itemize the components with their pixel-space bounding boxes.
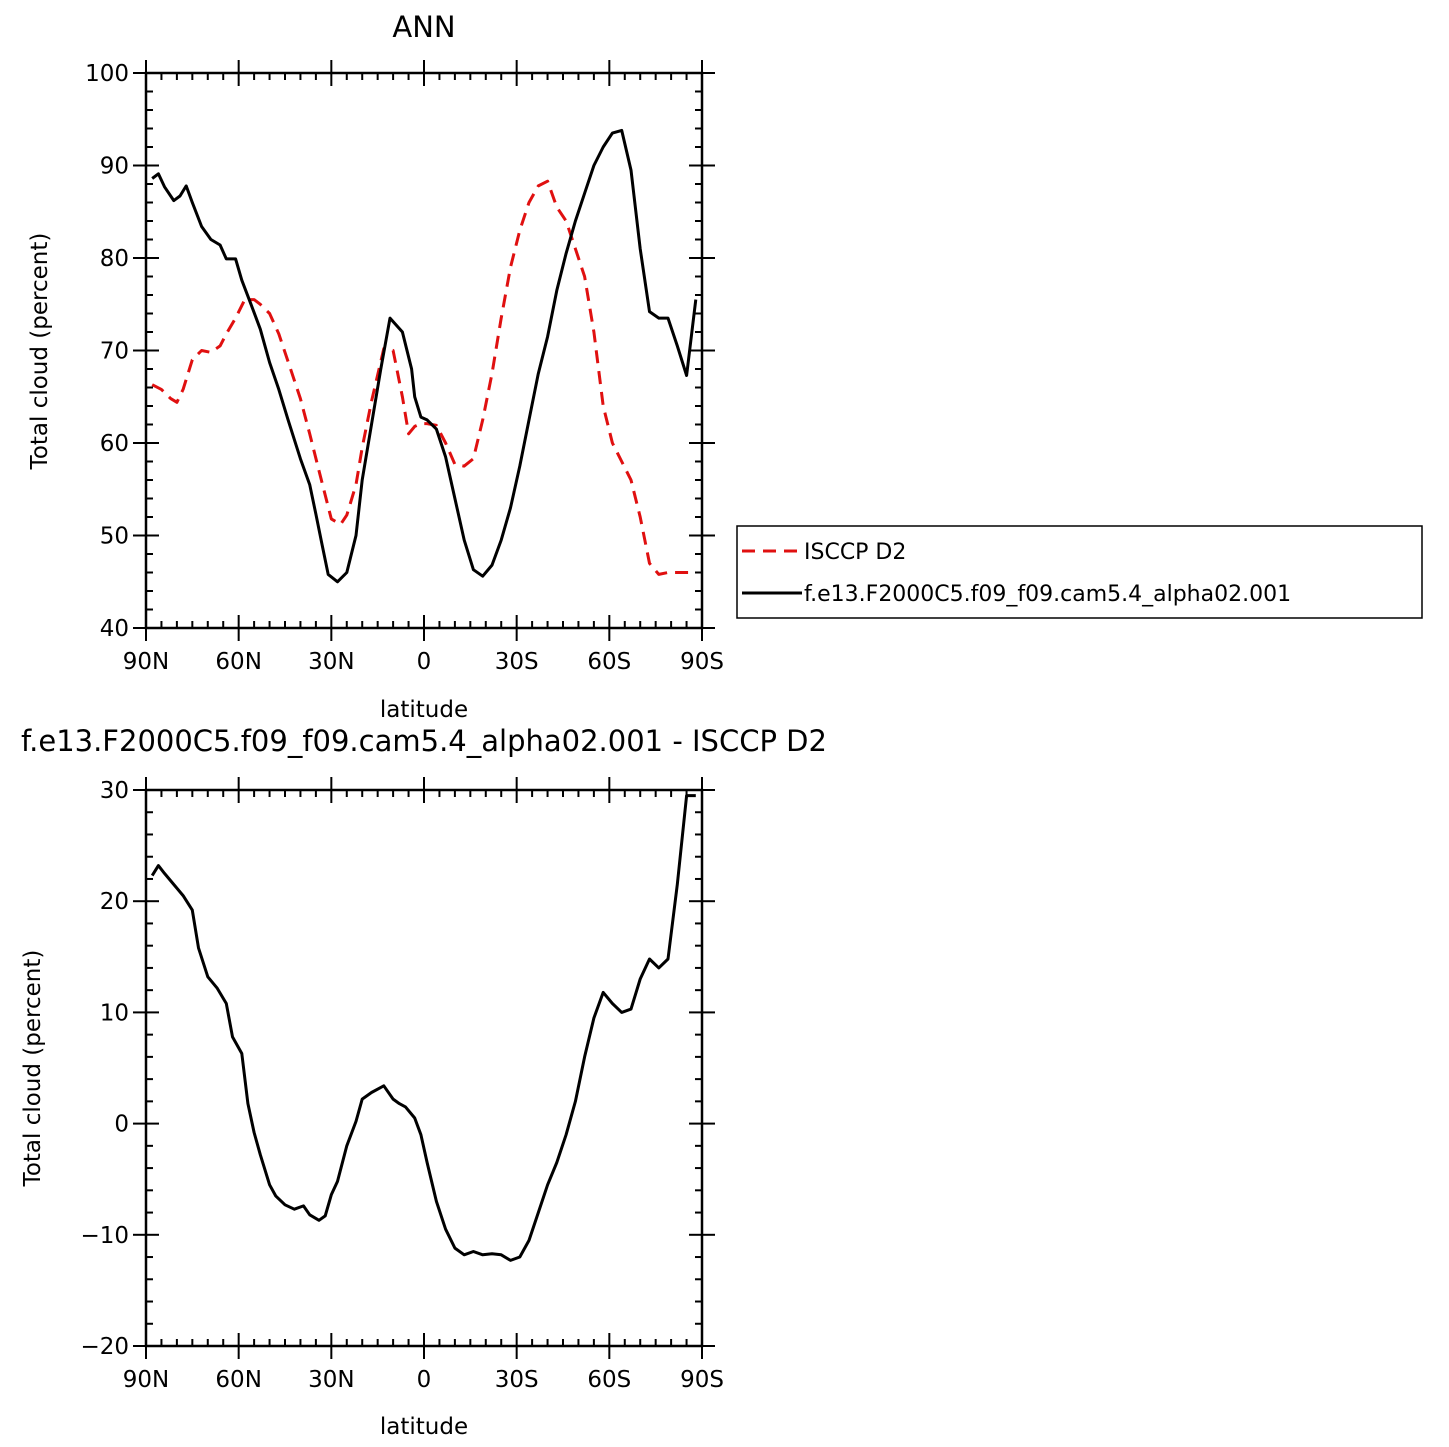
x-tick-label: 30N — [308, 1367, 354, 1393]
y-axis-label: Total cloud (percent) — [27, 233, 53, 471]
series-line-0 — [151, 179, 696, 576]
axis-ticks — [133, 60, 715, 641]
x-tick-label: 90S — [680, 649, 724, 675]
y-tick-label: 40 — [100, 616, 129, 642]
x-tick-label: 90S — [680, 1367, 724, 1393]
series-group — [151, 128, 698, 584]
tick-labels: 90N 60N 30N 0 30S 60S 90S −20 −10 0 10 20 30 — [80, 778, 723, 1393]
climatology-panel: ANN Total cloud (percent) latitude 90N 60… — [27, 10, 724, 723]
difference-panel: f.e13.F2000C5.f09_f09.cam5.4_alpha02.001… — [20, 724, 827, 1440]
panel-title: ANN — [392, 10, 455, 44]
y-tick-label: 70 — [100, 339, 129, 365]
y-tick-label: −10 — [80, 1223, 129, 1249]
y-tick-label: 0 — [114, 1112, 129, 1138]
x-axis-label: latitude — [380, 1414, 468, 1440]
series-line-0 — [150, 794, 696, 1262]
x-axis-label: latitude — [380, 697, 468, 723]
x-tick-label: 90N — [123, 649, 169, 675]
y-tick-label: 100 — [85, 61, 129, 87]
legend-label-model: f.e13.F2000C5.f09_f09.cam5.4_alpha02.001 — [804, 582, 1291, 607]
legend: ISCCP D2 f.e13.F2000C5.f09_f09.cam5.4_al… — [736, 525, 1423, 619]
y-tick-label: 50 — [100, 524, 129, 550]
x-tick-label: 0 — [417, 1367, 432, 1393]
axis-ticks — [133, 777, 715, 1359]
x-tick-label: 60N — [215, 649, 261, 675]
y-tick-label: −20 — [80, 1334, 129, 1360]
y-tick-label: 20 — [100, 889, 129, 915]
tick-labels: 90N 60N 30N 0 30S 60S 90S 40 50 60 70 80 90 100 — [85, 61, 724, 675]
x-tick-label: 90N — [123, 1367, 169, 1393]
legend-label-isccp: ISCCP D2 — [804, 540, 906, 565]
y-tick-label: 10 — [100, 1000, 129, 1026]
x-tick-label: 30S — [495, 649, 539, 675]
y-tick-label: 60 — [100, 431, 129, 457]
series-line-1 — [151, 128, 698, 584]
plot-frame — [144, 71, 704, 630]
series-group — [150, 794, 696, 1262]
x-tick-label: 30S — [495, 1367, 539, 1393]
x-tick-label: 60N — [215, 1367, 261, 1393]
x-tick-label: 30N — [308, 649, 354, 675]
y-axis-label: Total cloud (percent) — [20, 950, 46, 1188]
x-tick-label: 60S — [587, 1367, 631, 1393]
y-tick-label: 30 — [100, 778, 129, 804]
x-tick-label: 0 — [417, 649, 432, 675]
y-tick-label: 80 — [100, 246, 129, 272]
panel-title: f.e13.F2000C5.f09_f09.cam5.4_alpha02.001… — [21, 724, 827, 758]
plot-frame — [144, 788, 704, 1348]
legend-box — [736, 525, 1423, 619]
x-tick-label: 60S — [587, 649, 631, 675]
y-tick-label: 90 — [100, 154, 129, 180]
